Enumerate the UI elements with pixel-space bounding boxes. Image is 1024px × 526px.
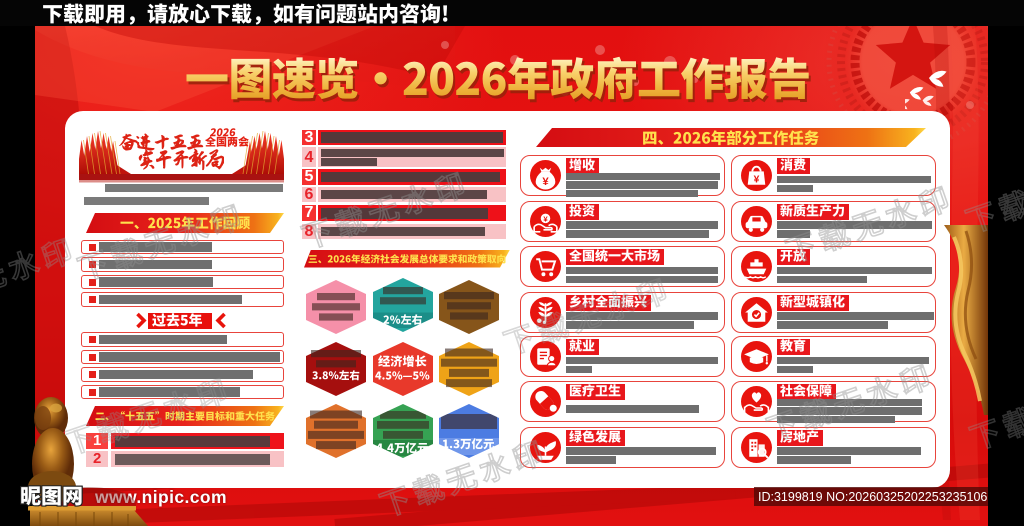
svg-text:¥: ¥ [543,214,548,223]
svg-text:¥: ¥ [754,175,760,186]
svg-text:¥: ¥ [542,176,549,188]
